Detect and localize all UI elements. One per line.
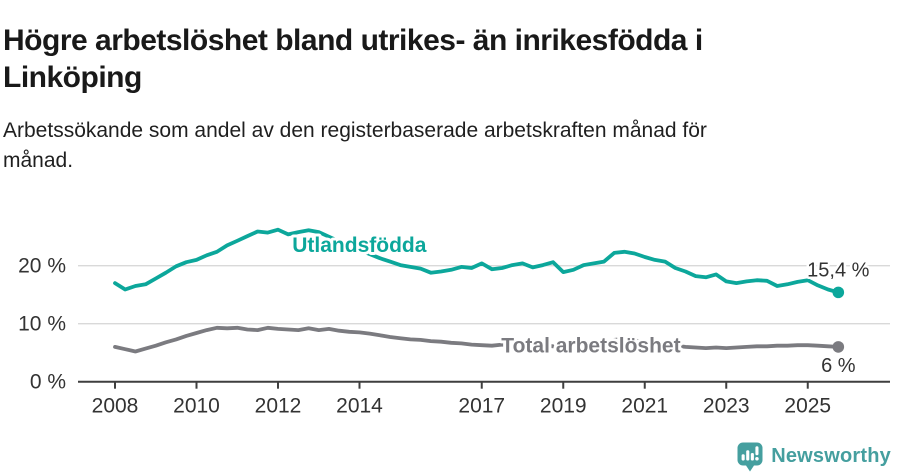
x-tick-label-2012: 2012 <box>255 395 302 418</box>
chart-area: 2008 2010 2012 2014 2017 2019 2021 2023 2025 0 % 1… <box>0 205 900 437</box>
chart-subtitle: Arbetssökande som andel av den registerb… <box>3 116 863 176</box>
y-tick-label-0: 0 % <box>30 371 66 394</box>
chart-title: Högre arbetslöshet bland utrikes- än inr… <box>3 22 863 96</box>
title-line-1: Högre arbetslöshet bland utrikes- än inr… <box>3 24 703 58</box>
series-line-1 <box>113 325 841 354</box>
y-tick-label-20: 20 % <box>18 255 66 278</box>
series-name-label-1: Total arbetslöshet <box>501 335 680 358</box>
series-name-label-0: Utlandsfödda <box>292 234 426 257</box>
subtitle-line-2: månad. <box>3 149 74 172</box>
series-end-value-label-1: 6 % <box>821 355 856 377</box>
y-tick-label-10: 10 % <box>18 313 66 336</box>
x-tick-label-2008: 2008 <box>92 395 139 418</box>
title-line-2: Linköping <box>3 61 142 95</box>
newsworthy-logo-icon <box>737 442 763 472</box>
series-end-dot-0 <box>832 286 845 299</box>
x-tick-label-2017: 2017 <box>458 395 505 418</box>
line-chart-canvas: 2008 2010 2012 2014 2017 2019 2021 2023 2025 0 % 1… <box>18 227 890 418</box>
series-line-0 <box>113 227 841 295</box>
x-tick-label-2010: 2010 <box>173 395 220 418</box>
series-end-dot-1 <box>832 341 845 353</box>
x-tick-label-2019: 2019 <box>540 395 587 418</box>
series-end-value-label-0: 15,4 % <box>807 259 869 281</box>
x-tick-label-2025: 2025 <box>784 395 831 418</box>
x-tick-label-2023: 2023 <box>703 395 750 418</box>
x-tick-label-2014: 2014 <box>336 395 383 418</box>
x-tick-label-2021: 2021 <box>621 395 668 418</box>
brand-footer: Newsworthy <box>736 441 891 472</box>
brand-name: Newsworthy <box>771 445 891 467</box>
subtitle-line-1: Arbetssökande som andel av den registerb… <box>3 119 707 142</box>
